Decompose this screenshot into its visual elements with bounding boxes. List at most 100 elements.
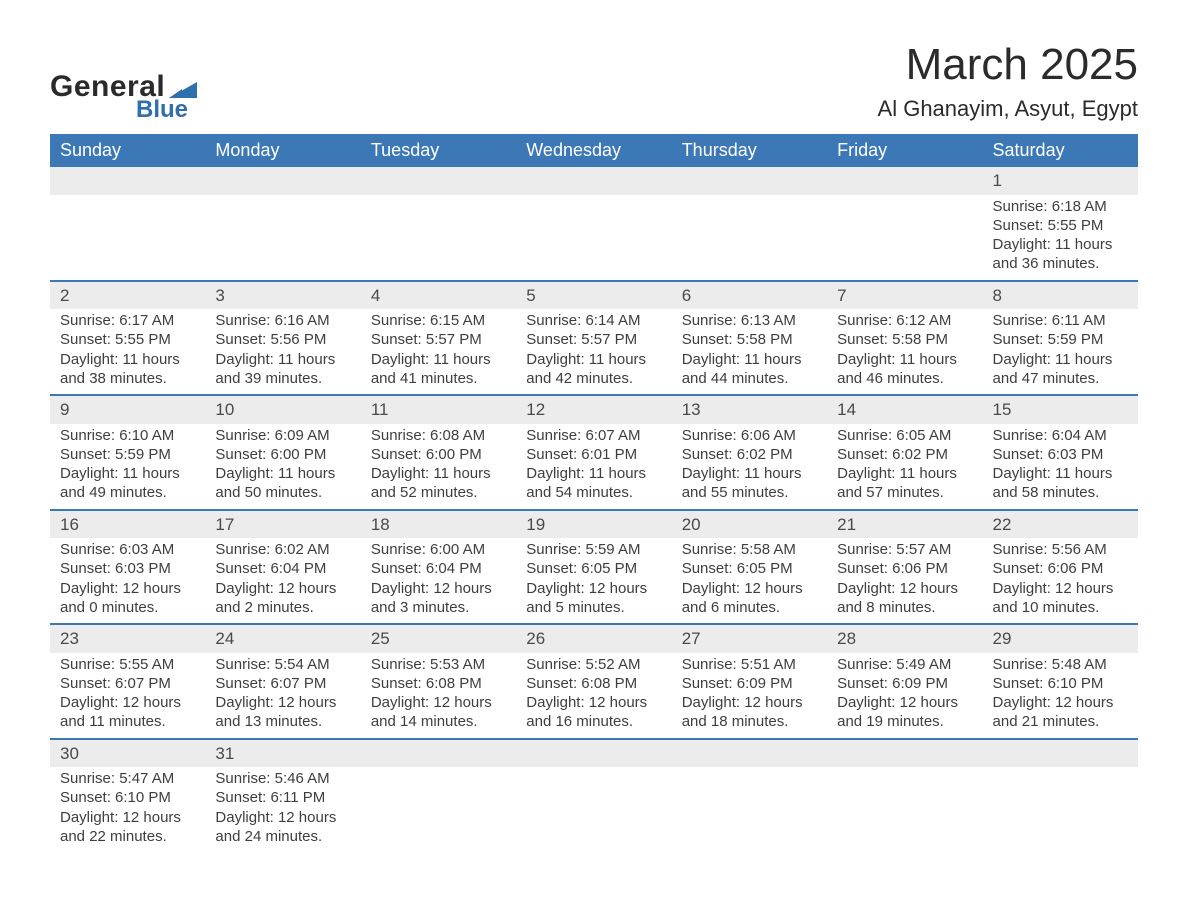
day-number-cell: 3 bbox=[205, 281, 360, 310]
weekday-header: Friday bbox=[827, 134, 982, 167]
day-number-cell bbox=[361, 739, 516, 768]
day-details: Sunrise: 6:15 AMSunset: 5:57 PMDaylight:… bbox=[361, 309, 516, 394]
sunrise-line: Sunrise: 5:47 AM bbox=[60, 769, 195, 788]
day-details: Sunrise: 5:53 AMSunset: 6:08 PMDaylight:… bbox=[361, 653, 516, 738]
day-number-row: 9101112131415 bbox=[50, 395, 1138, 424]
sunrise-line: Sunrise: 6:18 AM bbox=[993, 197, 1128, 216]
sunset-line: Sunset: 6:07 PM bbox=[215, 674, 350, 693]
day-details-cell: Sunrise: 5:56 AMSunset: 6:06 PMDaylight:… bbox=[983, 538, 1138, 624]
sunrise-line: Sunrise: 5:58 AM bbox=[682, 540, 817, 559]
sunset-line: Sunset: 5:58 PM bbox=[682, 330, 817, 349]
day-number: 5 bbox=[516, 282, 671, 310]
sunset-line: Sunset: 6:00 PM bbox=[371, 445, 506, 464]
daylight-line: Daylight: 11 hours and 42 minutes. bbox=[526, 350, 661, 388]
day-number-cell: 4 bbox=[361, 281, 516, 310]
day-number: 6 bbox=[672, 282, 827, 310]
sunset-line: Sunset: 6:10 PM bbox=[60, 788, 195, 807]
sunrise-line: Sunrise: 6:11 AM bbox=[993, 311, 1128, 330]
daylight-line: Daylight: 12 hours and 13 minutes. bbox=[215, 693, 350, 731]
day-details: Sunrise: 5:59 AMSunset: 6:05 PMDaylight:… bbox=[516, 538, 671, 623]
daylight-line: Daylight: 11 hours and 41 minutes. bbox=[371, 350, 506, 388]
day-number-row: 16171819202122 bbox=[50, 510, 1138, 539]
day-details: Sunrise: 5:56 AMSunset: 6:06 PMDaylight:… bbox=[983, 538, 1138, 623]
day-details-cell: Sunrise: 5:47 AMSunset: 6:10 PMDaylight:… bbox=[50, 767, 205, 852]
day-number-cell bbox=[50, 167, 205, 195]
daylight-line: Daylight: 12 hours and 24 minutes. bbox=[215, 808, 350, 846]
day-number-cell bbox=[827, 739, 982, 768]
sunset-line: Sunset: 6:08 PM bbox=[371, 674, 506, 693]
day-number: 22 bbox=[983, 511, 1138, 539]
day-details-cell: Sunrise: 5:46 AMSunset: 6:11 PMDaylight:… bbox=[205, 767, 360, 852]
day-details-cell: Sunrise: 6:04 AMSunset: 6:03 PMDaylight:… bbox=[983, 424, 1138, 510]
day-number: 29 bbox=[983, 625, 1138, 653]
sunrise-line: Sunrise: 6:10 AM bbox=[60, 426, 195, 445]
day-number-cell: 28 bbox=[827, 624, 982, 653]
day-details: Sunrise: 5:51 AMSunset: 6:09 PMDaylight:… bbox=[672, 653, 827, 738]
weekday-header: Monday bbox=[205, 134, 360, 167]
daylight-line: Daylight: 11 hours and 52 minutes. bbox=[371, 464, 506, 502]
sunset-line: Sunset: 6:03 PM bbox=[60, 559, 195, 578]
sunrise-line: Sunrise: 6:07 AM bbox=[526, 426, 661, 445]
day-number-cell: 21 bbox=[827, 510, 982, 539]
day-details-cell bbox=[361, 767, 516, 852]
day-number-cell: 13 bbox=[672, 395, 827, 424]
day-number: 9 bbox=[50, 396, 205, 424]
sunrise-line: Sunrise: 6:13 AM bbox=[682, 311, 817, 330]
daylight-line: Daylight: 11 hours and 46 minutes. bbox=[837, 350, 972, 388]
day-number-row: 23242526272829 bbox=[50, 624, 1138, 653]
day-number-cell: 6 bbox=[672, 281, 827, 310]
day-details-cell: Sunrise: 6:17 AMSunset: 5:55 PMDaylight:… bbox=[50, 309, 205, 395]
day-number-cell bbox=[205, 167, 360, 195]
day-details bbox=[516, 195, 671, 203]
sunrise-line: Sunrise: 6:09 AM bbox=[215, 426, 350, 445]
day-details: Sunrise: 6:18 AMSunset: 5:55 PMDaylight:… bbox=[983, 195, 1138, 280]
daylight-line: Daylight: 11 hours and 38 minutes. bbox=[60, 350, 195, 388]
sunset-line: Sunset: 6:08 PM bbox=[526, 674, 661, 693]
daylight-line: Daylight: 11 hours and 39 minutes. bbox=[215, 350, 350, 388]
daylight-line: Daylight: 11 hours and 44 minutes. bbox=[682, 350, 817, 388]
day-details: Sunrise: 6:09 AMSunset: 6:00 PMDaylight:… bbox=[205, 424, 360, 509]
day-number: 8 bbox=[983, 282, 1138, 310]
day-number-cell: 24 bbox=[205, 624, 360, 653]
daylight-line: Daylight: 11 hours and 50 minutes. bbox=[215, 464, 350, 502]
day-number-cell: 16 bbox=[50, 510, 205, 539]
daylight-line: Daylight: 12 hours and 2 minutes. bbox=[215, 579, 350, 617]
weekday-header: Saturday bbox=[983, 134, 1138, 167]
day-details: Sunrise: 5:48 AMSunset: 6:10 PMDaylight:… bbox=[983, 653, 1138, 738]
sunrise-line: Sunrise: 5:52 AM bbox=[526, 655, 661, 674]
day-number-row: 3031 bbox=[50, 739, 1138, 768]
sunrise-line: Sunrise: 5:55 AM bbox=[60, 655, 195, 674]
day-number-cell: 19 bbox=[516, 510, 671, 539]
day-number-cell: 15 bbox=[983, 395, 1138, 424]
day-details: Sunrise: 6:10 AMSunset: 5:59 PMDaylight:… bbox=[50, 424, 205, 509]
day-details: Sunrise: 5:52 AMSunset: 6:08 PMDaylight:… bbox=[516, 653, 671, 738]
sunrise-line: Sunrise: 6:17 AM bbox=[60, 311, 195, 330]
day-number: 16 bbox=[50, 511, 205, 539]
day-details: Sunrise: 6:11 AMSunset: 5:59 PMDaylight:… bbox=[983, 309, 1138, 394]
day-number: 26 bbox=[516, 625, 671, 653]
weekday-header: Wednesday bbox=[516, 134, 671, 167]
day-number-cell: 22 bbox=[983, 510, 1138, 539]
daylight-line: Daylight: 12 hours and 8 minutes. bbox=[837, 579, 972, 617]
day-number: 15 bbox=[983, 396, 1138, 424]
day-number: 21 bbox=[827, 511, 982, 539]
day-details-cell: Sunrise: 6:12 AMSunset: 5:58 PMDaylight:… bbox=[827, 309, 982, 395]
sunset-line: Sunset: 6:09 PM bbox=[682, 674, 817, 693]
day-details-cell: Sunrise: 6:00 AMSunset: 6:04 PMDaylight:… bbox=[361, 538, 516, 624]
day-number: 4 bbox=[361, 282, 516, 310]
day-details-cell: Sunrise: 6:13 AMSunset: 5:58 PMDaylight:… bbox=[672, 309, 827, 395]
day-details-cell: Sunrise: 6:15 AMSunset: 5:57 PMDaylight:… bbox=[361, 309, 516, 395]
day-number-cell: 20 bbox=[672, 510, 827, 539]
day-details: Sunrise: 6:17 AMSunset: 5:55 PMDaylight:… bbox=[50, 309, 205, 394]
day-details: Sunrise: 6:02 AMSunset: 6:04 PMDaylight:… bbox=[205, 538, 360, 623]
day-number-cell bbox=[983, 739, 1138, 768]
sunset-line: Sunset: 6:11 PM bbox=[215, 788, 350, 807]
day-details-cell: Sunrise: 5:57 AMSunset: 6:06 PMDaylight:… bbox=[827, 538, 982, 624]
daylight-line: Daylight: 12 hours and 3 minutes. bbox=[371, 579, 506, 617]
sunset-line: Sunset: 5:55 PM bbox=[993, 216, 1128, 235]
day-details-row: Sunrise: 5:47 AMSunset: 6:10 PM Daylight:… bbox=[50, 767, 1138, 852]
day-details-cell: Sunrise: 5:59 AMSunset: 6:05 PMDaylight:… bbox=[516, 538, 671, 624]
day-number bbox=[516, 740, 671, 766]
weekday-header: Sunday bbox=[50, 134, 205, 167]
day-number: 25 bbox=[361, 625, 516, 653]
